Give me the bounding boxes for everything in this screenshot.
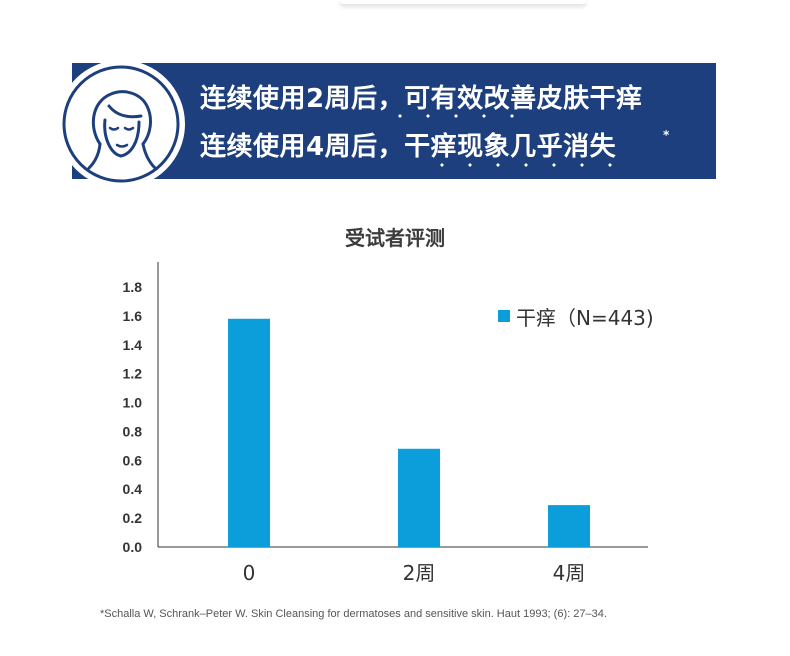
legend-swatch xyxy=(498,310,510,322)
y-tick-label: 0.4 xyxy=(123,481,143,497)
banner-footnote-marker: * xyxy=(663,128,670,142)
bar xyxy=(548,505,590,547)
y-tick-label: 1.0 xyxy=(123,395,143,411)
banner-line-2: 连续使用4周后，干痒现象几乎消失 xyxy=(200,132,617,162)
bar xyxy=(398,448,440,547)
legend-label: 干痒（N=443) xyxy=(516,306,654,330)
emphasis-dots-1 xyxy=(386,113,536,119)
bar xyxy=(228,318,270,547)
y-tick-label: 0.0 xyxy=(123,539,143,555)
x-tick-label: 0 xyxy=(243,561,256,585)
y-tick-label: 1.6 xyxy=(123,308,143,324)
y-tick-label: 1.8 xyxy=(123,279,143,295)
y-tick-label: 0.2 xyxy=(123,510,143,526)
x-tick-label: 2周 xyxy=(403,561,436,585)
banner-line-1: 连续使用2周后，可有效改善皮肤干痒 xyxy=(200,84,643,114)
x-tick-label: 4周 xyxy=(553,561,586,585)
footnote: *Schalla W, Schrank–Peter W. Skin Cleans… xyxy=(100,608,607,620)
top-card-edge xyxy=(340,0,586,5)
y-tick-label: 1.2 xyxy=(123,366,143,382)
y-tick-label: 0.8 xyxy=(123,423,143,439)
y-tick-label: 0.6 xyxy=(123,452,143,468)
emphasis-dots-2 xyxy=(428,162,632,168)
y-tick-label: 1.4 xyxy=(123,337,143,353)
face-icon xyxy=(57,60,185,188)
chart-title: 受试者评测 xyxy=(345,226,445,250)
